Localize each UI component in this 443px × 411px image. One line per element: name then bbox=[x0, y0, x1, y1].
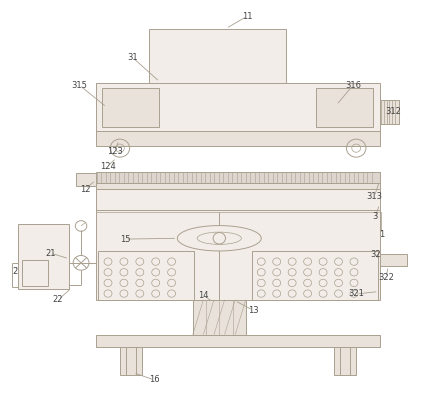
Bar bbox=[334, 347, 356, 376]
Bar bbox=[96, 189, 381, 300]
Text: 313: 313 bbox=[366, 192, 382, 201]
Bar bbox=[22, 260, 48, 286]
Bar bbox=[120, 347, 142, 376]
Text: 322: 322 bbox=[378, 273, 394, 282]
Text: 2: 2 bbox=[12, 267, 17, 275]
Bar bbox=[381, 100, 399, 124]
Text: 315: 315 bbox=[71, 81, 87, 90]
Bar bbox=[18, 224, 69, 289]
Text: 15: 15 bbox=[120, 235, 131, 244]
Text: 21: 21 bbox=[45, 249, 55, 258]
Bar bbox=[98, 252, 194, 300]
Bar bbox=[102, 88, 159, 127]
Bar bbox=[96, 335, 381, 347]
Text: 32: 32 bbox=[370, 250, 381, 259]
Bar bbox=[193, 300, 246, 335]
Text: 321: 321 bbox=[349, 289, 365, 298]
Ellipse shape bbox=[177, 226, 261, 251]
Text: 124: 124 bbox=[100, 162, 116, 171]
Bar bbox=[149, 29, 286, 83]
Text: 14: 14 bbox=[198, 291, 209, 300]
Bar bbox=[381, 254, 407, 266]
Text: 312: 312 bbox=[385, 107, 401, 116]
Bar bbox=[96, 172, 381, 182]
Text: 3: 3 bbox=[373, 212, 378, 222]
Text: 13: 13 bbox=[248, 306, 259, 315]
Text: 22: 22 bbox=[53, 295, 63, 304]
Bar bbox=[96, 131, 381, 146]
Text: 12: 12 bbox=[80, 185, 91, 194]
Text: 1: 1 bbox=[379, 230, 384, 239]
Text: 16: 16 bbox=[149, 376, 159, 385]
Text: 123: 123 bbox=[107, 147, 123, 156]
Bar bbox=[76, 173, 96, 186]
Text: 316: 316 bbox=[345, 81, 361, 90]
Bar bbox=[252, 252, 378, 300]
Bar bbox=[96, 201, 381, 206]
Bar bbox=[316, 88, 373, 127]
Text: 31: 31 bbox=[127, 53, 138, 62]
Text: 11: 11 bbox=[242, 12, 253, 21]
Bar bbox=[96, 83, 381, 132]
Bar bbox=[96, 182, 381, 189]
